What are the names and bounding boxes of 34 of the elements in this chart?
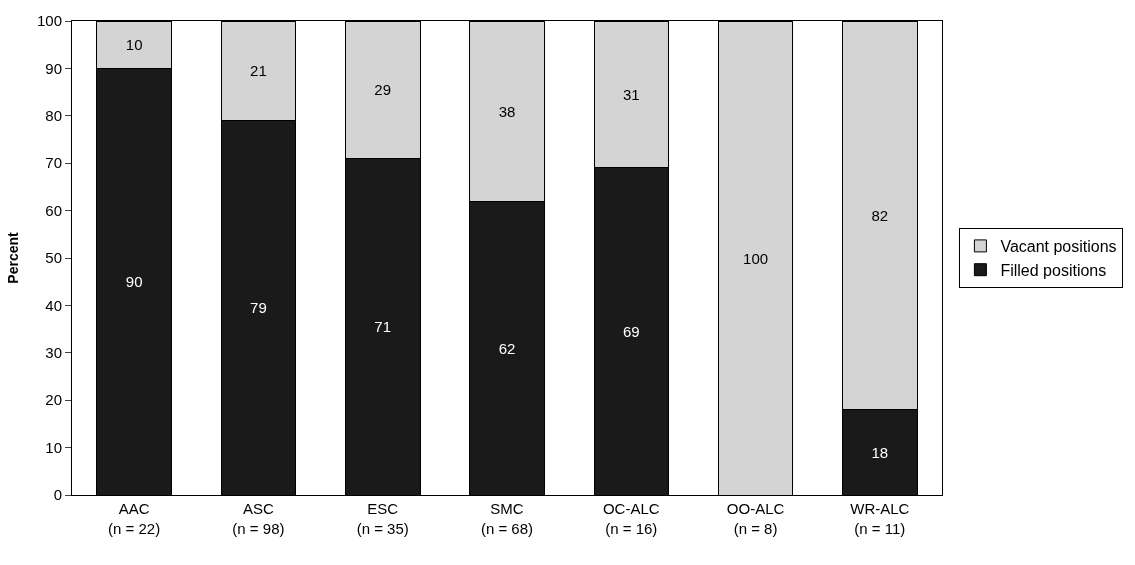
data-label: 79	[250, 299, 267, 317]
y-tick-label: 10	[45, 438, 62, 456]
data-label: 18	[871, 443, 889, 461]
y-tick-label: 70	[45, 154, 62, 172]
data-label: 71	[374, 318, 392, 336]
x-tick-label: AAC (n = 22)	[108, 500, 161, 537]
x-tick-label: OO-ALC (n = 8)	[726, 500, 785, 537]
legend-label: Filled positions	[1000, 261, 1107, 279]
x-tick-label: OC-ALC (n = 16)	[602, 500, 660, 537]
legend-label: Vacant positions	[1000, 238, 1117, 256]
data-label: 62	[498, 339, 516, 357]
data-label: 100	[743, 249, 769, 267]
y-tick-label: 20	[45, 391, 62, 409]
y-tick-label: 90	[45, 59, 62, 77]
data-label: 31	[622, 85, 640, 103]
data-label: 29	[374, 81, 392, 99]
y-axis-title: Percent	[4, 231, 21, 284]
y-tick-label: 40	[45, 296, 62, 314]
x-tick-label: WR-ALC (n = 11)	[850, 500, 910, 537]
data-label: 90	[125, 273, 143, 291]
x-tick-label: SMC (n = 68)	[480, 500, 534, 537]
data-label: 69	[622, 322, 640, 340]
y-tick-label: 30	[45, 344, 62, 362]
data-label: 82	[871, 206, 889, 224]
y-tick-label: 100	[36, 12, 62, 30]
y-tick-label: 50	[45, 249, 62, 267]
y-tick-label: 0	[53, 486, 62, 504]
y-tick-label: 80	[45, 107, 62, 125]
x-tick-label: ESC (n = 35)	[356, 500, 409, 537]
y-tick-label: 60	[45, 201, 62, 219]
data-label: 38	[498, 102, 516, 120]
x-tick-label: ASC (n = 98)	[232, 500, 285, 537]
data-label: 10	[125, 36, 143, 54]
data-label: 21	[250, 62, 267, 80]
